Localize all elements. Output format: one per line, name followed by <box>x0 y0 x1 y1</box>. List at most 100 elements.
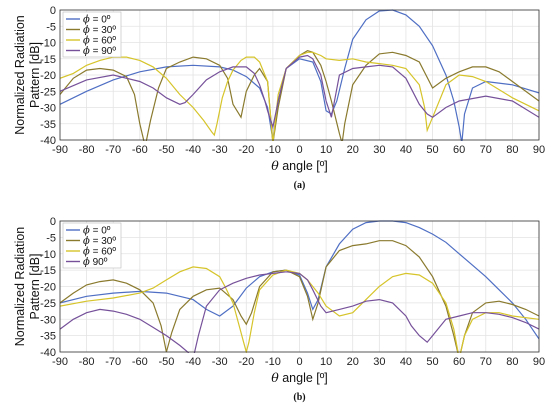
y-tick-label: -20 <box>40 282 56 294</box>
chart-a: -90 -80 -70 -60 -50 -40 -30 -20 -10 0 10 20 30 40 50 60… <box>13 5 545 191</box>
legend-label: 90º <box>90 257 108 268</box>
legend-symbol: ϕ <box>83 15 90 26</box>
series-line-1 <box>60 49 539 141</box>
x-axis-text: angle [º] <box>279 371 328 385</box>
x-tick-label: 30 <box>373 356 385 368</box>
x-axis-symbol: θ <box>271 158 279 173</box>
y-tick-label: -30 <box>40 103 56 115</box>
x-axis-label: θ angle [º] <box>271 370 328 385</box>
y-tick-label: -35 <box>40 331 56 343</box>
y-tick-label: -40 <box>40 135 56 147</box>
legend-symbol: ϕ <box>83 257 90 268</box>
x-tick-label: 50 <box>426 356 438 368</box>
x-tick-label: -90 <box>52 144 68 156</box>
y-tick-label: -25 <box>40 298 56 310</box>
x-tick-label: 90 <box>533 356 545 368</box>
legend-entry: ϕ = 30º <box>83 236 116 247</box>
legend-entry: ϕ = 60º <box>83 36 116 47</box>
legend-label: = 60º <box>90 36 117 47</box>
figure-caption: (a) <box>294 180 306 191</box>
legend-symbol: ϕ <box>83 226 90 237</box>
x-tick-label: -20 <box>238 144 254 156</box>
x-tick-label: -50 <box>158 144 174 156</box>
y-tick-label: -40 <box>40 347 56 359</box>
x-axis-text: angle [º] <box>279 159 328 173</box>
legend-label: = 30º <box>90 236 117 247</box>
x-tick-label: -10 <box>265 144 281 156</box>
y-tick-label: -15 <box>40 265 56 277</box>
y-axis-label-line: Normalized Radiation <box>13 227 27 347</box>
series-line-2 <box>60 51 539 141</box>
y-axis-label-line: Pattern [dB] <box>28 42 42 108</box>
x-tick-label: -40 <box>185 356 201 368</box>
y-tick-label: -5 <box>46 232 56 244</box>
series-line-3 <box>60 271 539 353</box>
x-tick-label: 40 <box>400 144 412 156</box>
x-tick-label: -20 <box>238 356 254 368</box>
x-tick-label: -80 <box>79 144 95 156</box>
x-tick-label: 40 <box>400 356 412 368</box>
plot-frame <box>59 220 540 353</box>
plot-frame <box>59 9 540 141</box>
x-tick-label: 0 <box>296 144 302 156</box>
x-tick-label: 80 <box>506 356 518 368</box>
legend-label: = 0º <box>90 226 111 237</box>
x-tick-label: -80 <box>79 356 95 368</box>
legend-entry: ϕ = 90º <box>83 46 116 57</box>
y-axis-label: Normalized RadiationPattern [dB] <box>13 15 42 135</box>
x-tick-label: 90 <box>533 144 545 156</box>
legend-symbol: ϕ <box>83 46 90 57</box>
y-tick-label: -25 <box>40 86 56 98</box>
legend-label: = 0º <box>90 15 111 26</box>
legend-symbol: ϕ <box>83 236 90 247</box>
legend-label: = 30º <box>90 25 117 36</box>
x-tick-label: 0 <box>296 356 302 368</box>
y-tick-label: -15 <box>40 54 56 66</box>
x-tick-label: 70 <box>480 144 492 156</box>
x-tick-label: 70 <box>480 356 492 368</box>
legend-symbol: ϕ <box>83 25 90 36</box>
y-axis-label-line: Pattern [dB] <box>28 253 42 319</box>
legend-symbol: ϕ <box>83 247 90 258</box>
y-tick-label: -10 <box>40 249 56 261</box>
x-tick-label: 10 <box>320 356 332 368</box>
series-line-3 <box>60 54 539 130</box>
legend-symbol: ϕ <box>83 36 90 47</box>
y-tick-label: -5 <box>46 21 56 33</box>
x-axis-label: θ angle [º] <box>271 158 328 173</box>
x-tick-label: -30 <box>212 144 228 156</box>
x-tick-label: -60 <box>132 356 148 368</box>
x-tick-label: -10 <box>265 356 281 368</box>
x-tick-label: 50 <box>426 144 438 156</box>
x-tick-label: -50 <box>158 356 174 368</box>
x-axis-symbol: θ <box>271 370 279 385</box>
x-tick-label: 60 <box>453 356 465 368</box>
legend-entry: ϕ = 30º <box>83 25 116 36</box>
series-line-0 <box>60 9 539 141</box>
x-tick-label: -40 <box>185 144 201 156</box>
y-tick-label: 0 <box>50 5 56 17</box>
legend-label: = 90º <box>90 46 117 57</box>
y-tick-label: -10 <box>40 38 56 50</box>
x-tick-label: 20 <box>347 356 359 368</box>
legend-entry: ϕ = 0º <box>83 226 111 237</box>
y-tick-label: -20 <box>40 70 56 82</box>
legend-entry: ϕ 90º <box>83 257 108 268</box>
y-tick-label: -35 <box>40 119 56 131</box>
x-tick-label: -70 <box>105 144 121 156</box>
x-tick-label: -30 <box>212 356 228 368</box>
y-axis-label: Normalized RadiationPattern [dB] <box>13 227 42 347</box>
x-tick-label: 60 <box>453 144 465 156</box>
x-tick-label: -60 <box>132 144 148 156</box>
y-tick-label: 0 <box>50 216 56 228</box>
x-tick-label: 10 <box>320 144 332 156</box>
x-tick-label: 20 <box>347 144 359 156</box>
x-tick-label: -70 <box>105 356 121 368</box>
y-axis-label-line: Normalized Radiation <box>13 15 27 135</box>
x-tick-label: -90 <box>52 356 68 368</box>
legend-entry: ϕ = 0º <box>83 15 111 26</box>
legend-label: = 60º <box>90 247 117 258</box>
x-tick-label: 30 <box>373 144 385 156</box>
figure-caption: (b) <box>293 392 305 403</box>
